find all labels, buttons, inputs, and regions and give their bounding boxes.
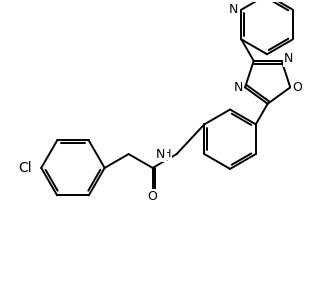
- Text: N: N: [156, 147, 165, 160]
- Text: N: N: [229, 3, 238, 16]
- Text: Cl: Cl: [18, 161, 32, 175]
- Text: N: N: [284, 52, 293, 65]
- Text: O: O: [148, 190, 158, 203]
- Text: H: H: [162, 149, 171, 159]
- Text: N: N: [233, 81, 243, 94]
- Text: O: O: [292, 81, 302, 94]
